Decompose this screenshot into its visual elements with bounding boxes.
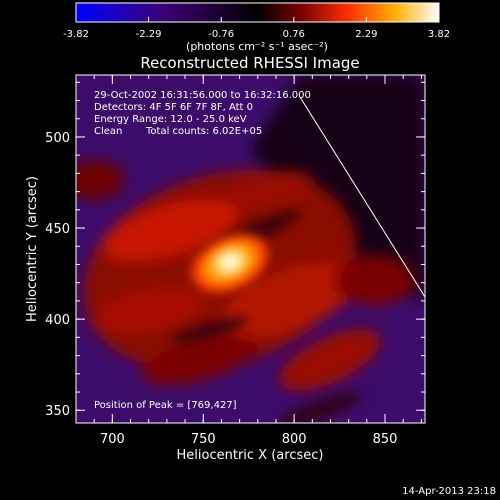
x-tick-label: 800: [282, 432, 307, 447]
y-axis-label: Heliocentric Y (arcsec): [25, 176, 40, 322]
x-tick-label: 750: [191, 432, 216, 447]
x-tick-label: 700: [100, 432, 125, 447]
timestamp: 14-Apr-2013 23:18: [402, 486, 496, 497]
colorbar-tick-label: 2.29: [355, 29, 377, 40]
heatmap-image: [76, 75, 425, 423]
colorbar-tick-label: -2.29: [136, 29, 162, 40]
x-axis-label: Heliocentric X (arcsec): [177, 448, 324, 463]
y-tick-label: 450: [45, 222, 70, 237]
annotation-total-counts: Total counts: 6.02E+05: [145, 126, 262, 137]
chart-title: Reconstructed RHESSI Image: [140, 54, 359, 72]
y-tick-label: 350: [45, 404, 70, 419]
y-tick-label: 400: [45, 313, 70, 328]
annotation-peak-position: Position of Peak = [769,427]: [94, 400, 237, 411]
colorbar-ticks: -3.82 -2.29 -0.76 0.76 2.29 3.82: [63, 17, 450, 40]
colorbar-tick-label: 3.82: [428, 29, 450, 40]
annotation-clean: Clean: [94, 126, 122, 137]
colorbar: [75, 2, 440, 23]
plot-frame: [75, 74, 426, 424]
colorbar-tick-label: -0.76: [208, 29, 234, 40]
axis-ticks: 700 750 800 850 350 400 450 500: [45, 75, 425, 447]
annotation-energy-range: Energy Range: 12.0 - 25.0 keV: [94, 114, 247, 125]
colorbar-tick-label: 0.76: [283, 29, 305, 40]
y-tick-label: 500: [45, 131, 70, 146]
solar-limb-line: [299, 96, 425, 298]
x-tick-label: 850: [373, 432, 398, 447]
colorbar-unit-label: (photons cm⁻² s⁻¹ asec⁻²): [186, 40, 328, 53]
annotation-time-range: 29-Oct-2002 16:31:56.000 to 16:32:16.000: [94, 90, 311, 101]
annotation-detectors: Detectors: 4F 5F 6F 7F 8F, Att 0: [94, 102, 253, 113]
colorbar-tick-label: -3.82: [63, 29, 89, 40]
